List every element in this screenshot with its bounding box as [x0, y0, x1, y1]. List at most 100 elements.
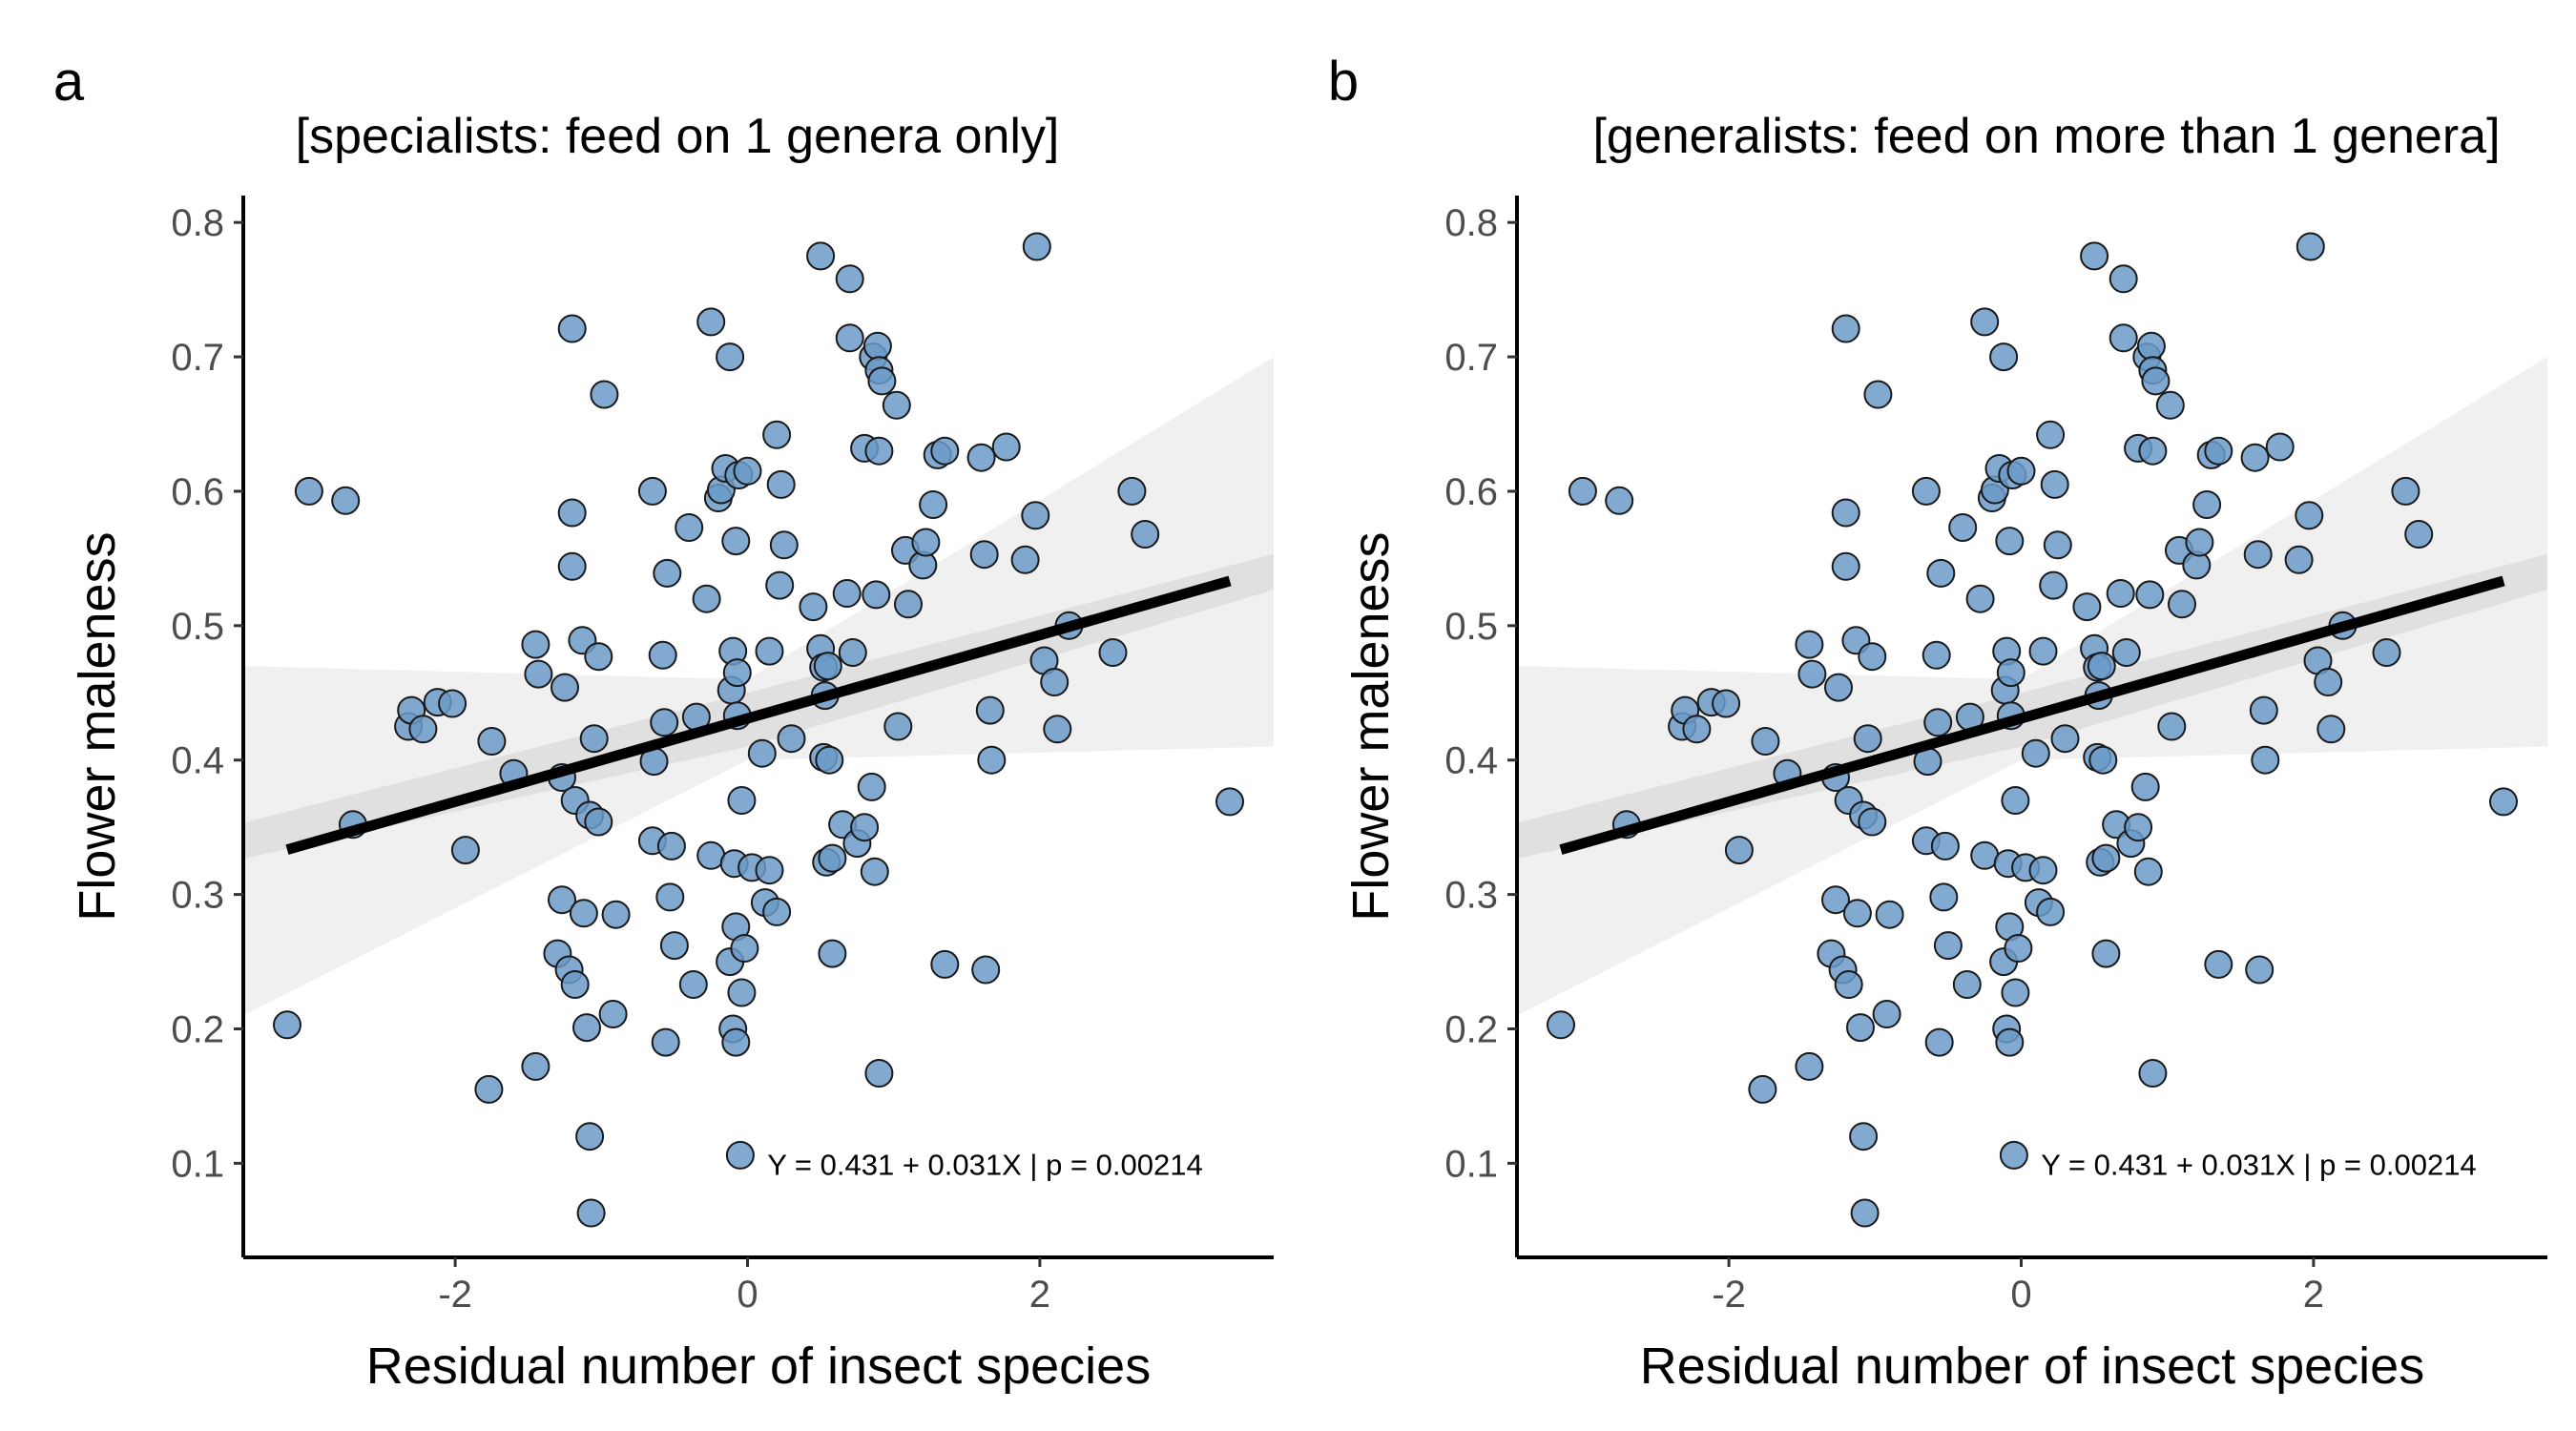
data-point	[1948, 513, 1978, 542]
data-point	[2001, 786, 2030, 815]
y-tick-label: 0.5	[171, 606, 224, 648]
y-tick-label: 0.8	[171, 202, 224, 244]
data-point	[1853, 724, 1882, 754]
y-tick-label: 0.4	[171, 740, 224, 782]
data-point	[2284, 545, 2314, 574]
data-point	[1098, 638, 1128, 667]
data-point	[1929, 882, 1959, 912]
x-axis-title: Residual number of insect species	[366, 1338, 1151, 1395]
data-point	[1021, 501, 1050, 530]
data-point	[894, 590, 923, 619]
panel-a: a [specialists: feed on 1 genera only] 0.1…	[53, 51, 1274, 1395]
data-point	[725, 1140, 755, 1170]
data-point	[1872, 1000, 1901, 1028]
data-point	[601, 900, 631, 929]
y-tick-label: 0.1	[171, 1143, 224, 1185]
data-point	[521, 1051, 551, 1081]
data-point	[2243, 540, 2273, 570]
data-point	[576, 1198, 606, 1228]
data-point	[762, 897, 792, 926]
data-point	[730, 934, 759, 963]
x-axis-title: Residual number of insect species	[1640, 1338, 2424, 1395]
data-point	[2028, 636, 2058, 666]
data-point	[650, 708, 679, 737]
data-point	[1933, 931, 1963, 961]
panel-title: [generalists: feed on more than 1 genera…	[1592, 109, 2500, 164]
data-point	[2036, 420, 2066, 449]
data-point	[2130, 772, 2160, 801]
data-point	[557, 314, 587, 343]
data-point	[755, 636, 784, 666]
y-tick-label: 0.6	[171, 471, 224, 513]
data-point	[675, 513, 704, 542]
data-point	[1970, 307, 2000, 337]
data-point	[721, 1027, 751, 1057]
data-point	[835, 264, 864, 294]
data-point	[2136, 331, 2166, 361]
data-point	[1834, 970, 1863, 999]
data-point	[678, 970, 708, 999]
data-point	[727, 786, 757, 815]
data-point	[799, 592, 828, 622]
data-point	[2204, 436, 2233, 466]
data-point	[659, 931, 689, 961]
regression-line	[1559, 575, 2505, 855]
data-point	[584, 807, 613, 837]
data-point	[2251, 745, 2280, 775]
data-point	[930, 436, 960, 466]
data-point	[2006, 456, 2036, 486]
data-point	[1010, 545, 1040, 574]
data-point	[2265, 432, 2295, 462]
data-point	[860, 857, 889, 886]
data-point	[331, 486, 361, 515]
data-point	[883, 712, 913, 741]
data-point	[2185, 528, 2214, 557]
data-point	[991, 432, 1021, 462]
data-point	[919, 490, 948, 519]
y-tick-label: 0.7	[171, 337, 224, 379]
data-point	[1863, 380, 1893, 409]
data-point	[584, 642, 613, 672]
data-point	[1923, 708, 1953, 737]
data-point	[1043, 715, 1072, 744]
panel-label: b	[1328, 51, 1359, 113]
regression-annotation: Y = 0.431 + 0.031X | p = 0.00214	[2041, 1148, 2477, 1181]
data-point	[864, 1059, 894, 1088]
data-point	[2489, 787, 2518, 817]
y-tick-label: 0.2	[171, 1008, 224, 1050]
data-point	[575, 1122, 605, 1151]
data-point	[524, 659, 553, 689]
y-tick-label: 0.2	[1444, 1008, 1498, 1050]
data-point	[2138, 436, 2168, 466]
data-point	[930, 949, 960, 979]
data-point	[557, 498, 587, 528]
data-point	[722, 658, 752, 688]
data-point	[1922, 640, 1951, 670]
uncertainty-band-outer	[243, 357, 1274, 1016]
data-point	[2138, 1059, 2168, 1088]
data-point	[977, 745, 1007, 775]
data-point	[294, 476, 323, 506]
data-point	[862, 331, 892, 361]
data-point	[857, 772, 886, 801]
data-point	[1911, 476, 1941, 506]
data-point	[755, 856, 784, 885]
data-point	[2157, 712, 2187, 741]
data-point	[1846, 1013, 1875, 1043]
data-point	[408, 715, 438, 744]
data-point	[569, 899, 598, 928]
data-point	[2080, 241, 2109, 271]
data-point	[1022, 232, 1051, 261]
data-point	[1748, 1074, 1777, 1104]
data-point	[273, 1010, 301, 1040]
data-point	[1924, 1027, 1954, 1057]
data-point	[1952, 970, 1982, 999]
data-point	[1965, 584, 1995, 613]
data-point	[1989, 342, 2019, 372]
uncertainty-band-inner	[1517, 553, 2547, 860]
data-point	[2039, 570, 2068, 600]
data-point	[2004, 934, 2033, 963]
data-point	[2141, 366, 2171, 396]
data-point	[1996, 658, 2025, 688]
data-point	[1930, 831, 1960, 861]
